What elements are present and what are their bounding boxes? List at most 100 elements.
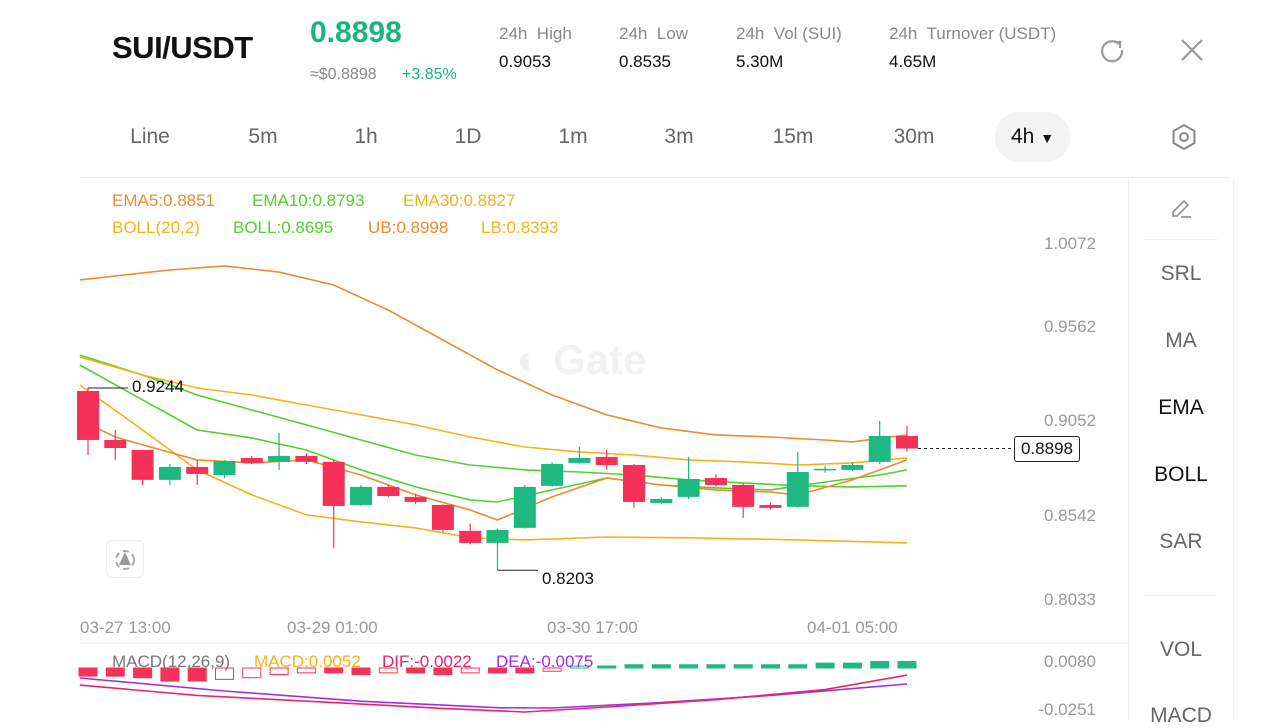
current-price-tag: 0.8898: [1014, 436, 1080, 462]
candle-up: [841, 465, 864, 470]
stat-24h-low: 24h Low 0.8535: [619, 24, 688, 72]
usd-price: ≈$0.8898: [310, 66, 377, 83]
legend-ema5: EMA5:0.8851: [112, 191, 216, 210]
macd-histogram-bar: [296, 667, 316, 674]
macd-histogram-bar: [569, 665, 589, 669]
settings-hexagon-icon[interactable]: [1170, 123, 1198, 151]
x-tick: 03-29 01:00: [287, 618, 378, 637]
candle-up: [513, 486, 536, 528]
stat-label: 24h Turnover (USDT): [889, 24, 1057, 43]
sidebar-item-macd[interactable]: MACD: [1150, 704, 1212, 727]
pair-title: SUI/USDT: [112, 30, 253, 65]
candle-up: [268, 455, 291, 462]
candle-up: [568, 458, 591, 463]
macd-histogram-bar: [460, 667, 480, 674]
macd-y-tick: 0.0080: [1044, 652, 1096, 671]
candle-down: [322, 461, 345, 506]
candlestick-chart[interactable]: [0, 0, 1128, 720]
macd-histogram-bar: [624, 664, 644, 669]
macd-legend-title: MACD(12,26,9): [112, 652, 231, 671]
tab-5m[interactable]: 5m: [248, 125, 278, 148]
candle-down: [404, 496, 427, 502]
ema30-line: [79, 356, 908, 466]
stat-24h-high: 24h High 0.9053: [499, 24, 572, 72]
macd-histogram-bar: [542, 667, 562, 672]
candle-down: [732, 484, 755, 507]
y-tick: 0.9562: [1044, 317, 1096, 336]
price-change: +3.85%: [402, 66, 457, 83]
tab-3m[interactable]: 3m: [664, 125, 694, 148]
y-tick: 1.0072: [1044, 234, 1096, 253]
sidebar-item-ma[interactable]: MA: [1165, 329, 1197, 352]
tab-1m[interactable]: 1m: [558, 125, 588, 148]
stat-value: 0.8535: [619, 52, 671, 71]
candle-down: [186, 466, 209, 474]
low-price-label: 0.8203: [542, 569, 594, 588]
macd-histogram-bar: [406, 667, 426, 674]
macd-histogram-bar: [433, 667, 453, 675]
macd-histogram-bar: [351, 667, 371, 675]
candle-down: [896, 435, 918, 449]
tab-4h[interactable]: 4h ▼: [995, 112, 1071, 162]
sidebar-item-vol[interactable]: VOL: [1159, 638, 1203, 661]
sidebar-divider: [1145, 595, 1217, 596]
candle-down: [595, 456, 618, 466]
stat-label: 24h Low: [619, 24, 688, 43]
macd-histogram-bar: [324, 667, 344, 674]
macd-legend-macd: MACD:0.0052: [254, 652, 361, 671]
interval-tabs: Line 5m 1h 1D 1m 3m 15m 30m 4h ▼: [80, 112, 1230, 162]
gate-watermark-logo: ◐ Gate: [516, 336, 647, 383]
stat-value: 0.9053: [499, 52, 551, 71]
tab-1d[interactable]: 1D: [454, 125, 482, 148]
macd-histogram-bar: [515, 667, 535, 674]
macd-histogram-bar: [215, 667, 234, 680]
draw-pencil-icon[interactable]: [1169, 196, 1195, 222]
sidebar-item-sar[interactable]: SAR: [1159, 530, 1203, 553]
sidebar-item-ema[interactable]: EMA: [1158, 396, 1204, 419]
macd-histogram-bar: [242, 667, 262, 679]
candle-down: [759, 504, 782, 508]
tab-15m[interactable]: 15m: [772, 125, 814, 148]
macd-histogram-bar: [378, 667, 398, 674]
stat-24h-turnover: 24h Turnover (USDT) 4.65M: [889, 24, 1056, 72]
stat-value: 5.30M: [736, 52, 784, 71]
x-tick: 03-27 13:00: [80, 618, 171, 637]
candle-down: [704, 477, 727, 485]
watermark-text: Gate: [553, 336, 647, 383]
y-tick: 0.8033: [1044, 590, 1096, 609]
candle-up: [814, 468, 837, 471]
macd-histogram-bar: [733, 664, 753, 669]
close-icon[interactable]: [1180, 38, 1204, 62]
y-tick: 0.9052: [1044, 411, 1096, 430]
refresh-icon[interactable]: [1098, 36, 1126, 64]
candle-up: [350, 486, 372, 505]
indicator-sidebar: SRL MA EMA BOLL SAR VOL MACD: [1128, 178, 1234, 727]
candle-up: [486, 529, 509, 543]
legend-ema10: EMA10:0.8793: [252, 191, 365, 210]
tab-line[interactable]: Line: [130, 125, 170, 148]
macd-histogram-bar: [679, 664, 699, 669]
tab-1h[interactable]: 1h: [354, 125, 378, 148]
chart-toggle-button[interactable]: [106, 540, 144, 578]
ub-line: [79, 265, 908, 443]
macd-histogram-bar: [788, 664, 808, 669]
macd-histogram-bar: [897, 661, 917, 669]
candle-down: [431, 504, 454, 530]
tab-4h-label: 4h: [1011, 125, 1035, 148]
tab-30m[interactable]: 30m: [893, 125, 935, 148]
macd-y-tick: -0.0251: [1038, 700, 1096, 719]
y-tick: 0.8542: [1044, 506, 1096, 525]
candle-down: [104, 439, 127, 449]
ema10-line: [79, 364, 908, 503]
candle-down: [240, 458, 263, 463]
candle-up: [786, 472, 809, 507]
sidebar-item-boll[interactable]: BOLL: [1154, 463, 1208, 486]
macd-histogram-bar: [187, 667, 207, 682]
macd-histogram-bar: [761, 664, 780, 669]
candle-up: [213, 460, 236, 475]
candle-up: [650, 498, 673, 504]
high-price-label: 0.9244: [132, 377, 184, 396]
macd-histogram-bar: [78, 667, 98, 677]
sidebar-item-srl[interactable]: SRL: [1160, 262, 1202, 285]
stat-label: 24h High: [499, 24, 572, 43]
